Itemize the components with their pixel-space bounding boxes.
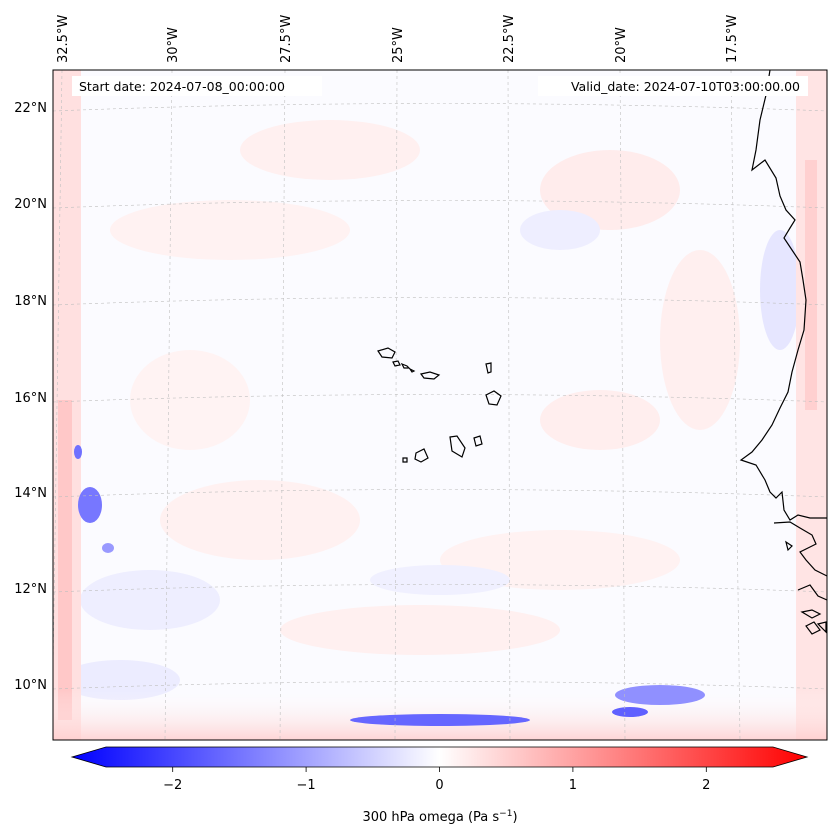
latitude-labels: 22°N 20°N 18°N 16°N 14°N 12°N 10°N	[14, 101, 47, 693]
valid-date-box	[538, 76, 808, 96]
colorbar-tick-label: −2	[163, 778, 182, 793]
lat-label-14n: 14°N	[14, 486, 47, 501]
lat-label-22n: 22°N	[14, 101, 47, 116]
lon-label-27-5w: 27.5°W	[279, 15, 294, 63]
colorbar-tick-label: 1	[569, 778, 577, 793]
lon-label-20w: 20°W	[614, 27, 629, 63]
africa-coastline	[739, 70, 827, 635]
lon-label-22-5w: 22.5°W	[502, 15, 517, 63]
lon-label-32-5w: 32.5°W	[56, 15, 71, 63]
lat-label-10n: 10°N	[14, 678, 47, 693]
valid-date-label: Valid_date: 2024-07-10T03:00:00.00	[571, 79, 800, 94]
lon-label-17-5w: 17.5°W	[725, 15, 740, 63]
colorbar-tick-label: −1	[297, 778, 316, 793]
colorbar-bar	[70, 746, 809, 768]
lat-label-20n: 20°N	[14, 197, 47, 212]
colorbar-label: 300 hPa omega (Pa s−1)	[362, 809, 517, 825]
lon-label-30w: 30°W	[166, 27, 181, 63]
cape-verde-islands	[377, 347, 502, 463]
lat-label-16n: 16°N	[14, 391, 47, 406]
map-frame	[52, 69, 828, 741]
lat-label-18n: 18°N	[14, 294, 47, 309]
omega-field	[53, 70, 827, 740]
longitude-labels: 32.5°W 30°W 27.5°W 25°W 22.5°W 20°W 17.5…	[56, 15, 740, 63]
lat-label-12n: 12°N	[14, 582, 47, 597]
colorbar: −2 −1 0 1 2 300 hPa omega (Pa s−1)	[70, 746, 809, 825]
colorbar-tick-label: 0	[435, 778, 443, 793]
lon-label-25w: 25°W	[391, 27, 406, 63]
colorbar-tick-label: 2	[702, 778, 710, 793]
graticule	[53, 70, 827, 740]
colorbar-ticks: −2 −1 0 1 2	[163, 767, 710, 793]
start-date-box	[72, 76, 322, 96]
start-date-label: Start date: 2024-07-08_00:00:00	[79, 79, 285, 94]
